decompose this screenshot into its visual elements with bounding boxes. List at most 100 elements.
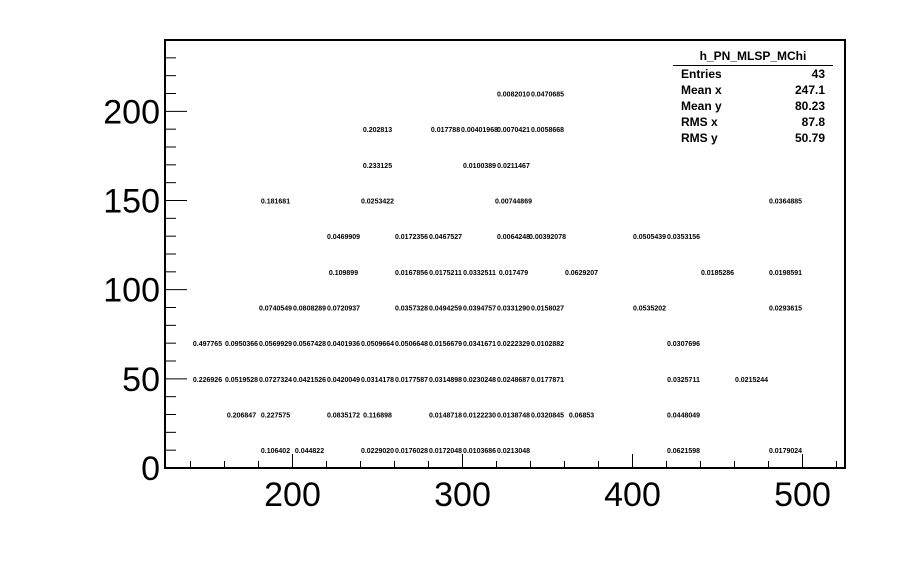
cell-value-label: 0.00744869 bbox=[495, 199, 532, 206]
x-tick-label: 200 bbox=[264, 476, 321, 514]
cell-value-label: 0.181681 bbox=[261, 199, 290, 206]
cell-value-label: 0.0175211 bbox=[429, 270, 462, 277]
cell-value-label: 0.0248687 bbox=[497, 377, 530, 384]
cell-value-label: 0.0213048 bbox=[497, 448, 530, 455]
stats-row-rms-x: RMS x 87.8 bbox=[673, 114, 833, 130]
cell-value-label: 0.0215244 bbox=[735, 377, 768, 384]
cell-value-label: 0.0176028 bbox=[395, 448, 428, 455]
stats-row-entries: Entries 43 bbox=[673, 66, 833, 82]
cell-value-label: 0.0401936 bbox=[327, 341, 360, 348]
cell-value-label: 0.0122230 bbox=[463, 413, 496, 420]
x-tick-label: 400 bbox=[604, 476, 661, 514]
cell-value-label: 0.017479 bbox=[499, 270, 528, 277]
cell-value-label: 0.0567428 bbox=[293, 341, 326, 348]
stats-value: 50.79 bbox=[794, 131, 825, 145]
cell-value-label: 0.0364885 bbox=[769, 199, 802, 206]
cell-value-label: 0.0353156 bbox=[667, 234, 700, 241]
stats-value: 43 bbox=[811, 67, 825, 81]
cell-value-label: 0.0082010 bbox=[497, 92, 530, 99]
cell-value-label: 0.0070421 bbox=[497, 127, 530, 134]
cell-value-label: 0.0229020 bbox=[361, 448, 394, 455]
x-tick-label: 500 bbox=[774, 476, 831, 514]
cell-value-label: 0.0156679 bbox=[429, 341, 462, 348]
cell-value-label: 0.0198591 bbox=[769, 270, 802, 277]
y-tick-label: 100 bbox=[103, 272, 160, 310]
cell-value-label: 0.0505439 bbox=[633, 234, 666, 241]
cell-value-label: 0.497765 bbox=[193, 341, 222, 348]
cell-value-label: 0.0138748 bbox=[497, 413, 530, 420]
cell-value-label: 0.0394757 bbox=[463, 306, 496, 313]
stats-label: RMS x bbox=[681, 115, 718, 129]
cell-value-label: 0.0950366 bbox=[225, 341, 258, 348]
stats-row-mean-y: Mean y 80.23 bbox=[673, 98, 833, 114]
y-tick-label: 0 bbox=[141, 450, 160, 488]
stats-value: 87.8 bbox=[801, 115, 825, 129]
cell-value-label: 0.0064248 bbox=[497, 234, 530, 241]
cell-value-label: 0.227575 bbox=[261, 413, 290, 420]
stats-box: h_PN_MLSP_MChi Entries 43 Mean x 247.1 M… bbox=[673, 48, 833, 146]
cell-value-label: 0.206847 bbox=[227, 413, 256, 420]
cell-value-label: 0.0727324 bbox=[259, 377, 292, 384]
cell-value-label: 0.0357328 bbox=[395, 306, 428, 313]
cell-value-label: 0.233125 bbox=[363, 163, 392, 170]
cell-value-label: 0.0535202 bbox=[633, 306, 666, 313]
cell-value-label: 0.0341671 bbox=[463, 341, 496, 348]
cell-value-label: 0.06853 bbox=[569, 413, 594, 420]
cell-value-label: 0.0519528 bbox=[225, 377, 258, 384]
cell-value-label: 0.0185286 bbox=[701, 270, 734, 277]
cell-value-label: 0.0509664 bbox=[361, 341, 394, 348]
cell-value-label: 0.0720937 bbox=[327, 306, 360, 313]
cell-value-label: 0.0058668 bbox=[531, 127, 564, 134]
cell-value-label: 0.0469909 bbox=[327, 234, 360, 241]
cell-value-label: 0.0102882 bbox=[531, 341, 564, 348]
cell-value-label: 0.0172356 bbox=[395, 234, 428, 241]
cell-value-label: 0.0835172 bbox=[327, 413, 360, 420]
cell-value-label: 0.0100389 bbox=[463, 163, 496, 170]
cell-value-label: 0.0467527 bbox=[429, 234, 462, 241]
cell-value-label: 0.0506648 bbox=[395, 341, 428, 348]
cell-value-label: 0.0148718 bbox=[429, 413, 462, 420]
cell-value-label: 0.0158027 bbox=[531, 306, 564, 313]
cell-value-label: 0.0314898 bbox=[429, 377, 462, 384]
cell-value-label: 0.0331290 bbox=[497, 306, 530, 313]
cell-value-label: 0.044822 bbox=[295, 448, 324, 455]
x-tick-label: 300 bbox=[434, 476, 491, 514]
cell-value-label: 0.0179024 bbox=[769, 448, 802, 455]
cell-value-label: 0.0253422 bbox=[361, 199, 394, 206]
stats-value: 80.23 bbox=[794, 99, 825, 113]
cell-value-label: 0.0470685 bbox=[531, 92, 564, 99]
cell-value-label: 0.0230248 bbox=[463, 377, 496, 384]
cell-value-label: 0.0494259 bbox=[429, 306, 462, 313]
stats-label: RMS y bbox=[681, 131, 718, 145]
cell-value-label: 0.0621598 bbox=[667, 448, 700, 455]
cell-value-label: 0.0808289 bbox=[293, 306, 326, 313]
stats-title: h_PN_MLSP_MChi bbox=[673, 48, 833, 66]
stats-row-rms-y: RMS y 50.79 bbox=[673, 130, 833, 146]
cell-value-label: 0.0420049 bbox=[327, 377, 360, 384]
stats-value: 247.1 bbox=[794, 83, 825, 97]
cell-value-label: 0.106402 bbox=[261, 448, 290, 455]
stats-label: Mean x bbox=[681, 83, 722, 97]
stats-label: Mean y bbox=[681, 99, 722, 113]
cell-value-label: 0.0211467 bbox=[497, 163, 530, 170]
cell-value-label: 0.0320845 bbox=[531, 413, 564, 420]
cell-value-label: 0.0629207 bbox=[565, 270, 598, 277]
stats-label: Entries bbox=[681, 67, 722, 81]
cell-value-label: 0.0314178 bbox=[361, 377, 394, 384]
y-tick-label: 50 bbox=[122, 361, 160, 399]
cell-value-label: 0.017788 bbox=[431, 127, 460, 134]
cell-value-label: 0.226926 bbox=[193, 377, 222, 384]
cell-value-label: 0.0740549 bbox=[259, 306, 292, 313]
y-tick-label: 200 bbox=[103, 93, 160, 131]
cell-value-label: 0.0172048 bbox=[429, 448, 462, 455]
cell-value-label: 0.0332511 bbox=[463, 270, 496, 277]
cell-value-label: 0.116898 bbox=[363, 413, 392, 420]
cell-value-label: 0.0177587 bbox=[395, 377, 428, 384]
cell-value-label: 0.0421526 bbox=[293, 377, 326, 384]
cell-value-label: 0.00392078 bbox=[529, 234, 566, 241]
cell-value-label: 0.0103686 bbox=[463, 448, 496, 455]
cell-value-label: 0.0569929 bbox=[259, 341, 292, 348]
cell-value-label: 0.0177871 bbox=[531, 377, 564, 384]
cell-value-label: 0.0307696 bbox=[667, 341, 700, 348]
